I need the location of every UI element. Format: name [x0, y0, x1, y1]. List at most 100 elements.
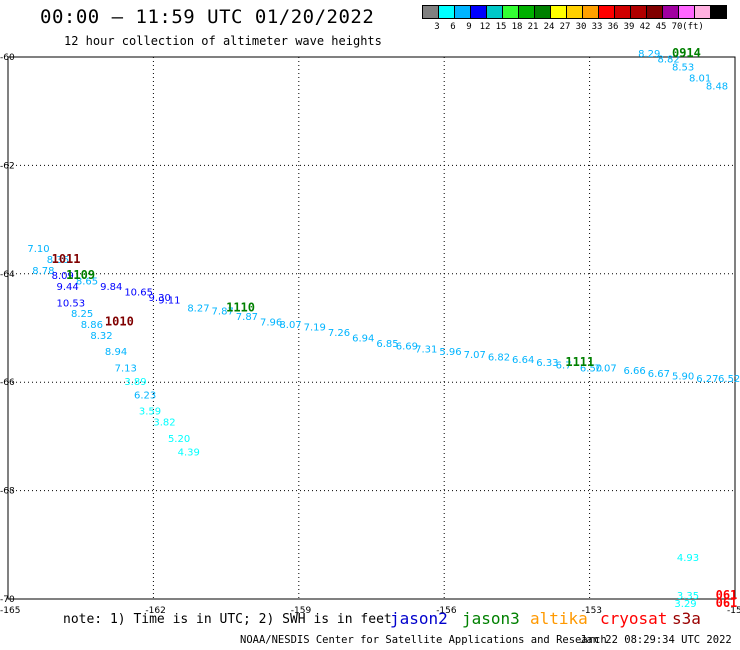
wave-height-value: 8.48	[706, 82, 728, 93]
lon-tick-label: -165	[0, 606, 20, 616]
wave-height-value: 6.52	[718, 374, 740, 385]
scale-label: 12	[479, 22, 491, 32]
scale-label: 30	[575, 22, 587, 32]
wave-height-value: 7.13	[115, 363, 137, 374]
generation-timestamp: Jan 22 08:29:34 UTC 2022	[580, 634, 732, 646]
pass-time-label: 1011	[52, 252, 81, 266]
wave-height-value: 8.36	[47, 255, 69, 266]
scale-label: 21	[527, 22, 539, 32]
wave-height-value: 8.32	[90, 331, 112, 342]
wave-height-value: 9.84	[100, 282, 122, 293]
lat-tick-label: -60	[0, 53, 15, 63]
wave-height-value: 7.87	[212, 306, 234, 317]
wave-height-value: 3.35	[677, 591, 699, 602]
lat-tick-label: -62	[0, 161, 15, 171]
lat-tick-label: -64	[0, 270, 15, 280]
lat-tick-label: -70	[0, 595, 15, 605]
pass-time-label: 1111	[565, 355, 594, 369]
pass-time-label: 1010	[105, 314, 134, 328]
satellite-legend-item: altika	[530, 609, 588, 628]
wave-height-value: 6.33	[536, 358, 558, 369]
wave-height-value: 6.23	[134, 390, 156, 401]
wave-height-value: 6.82	[488, 353, 510, 364]
map-frame	[7, 56, 736, 600]
wave-height-value: 5.96	[439, 347, 461, 358]
wave-height-value: 7.87	[236, 312, 258, 323]
wave-height-value: 7.07	[464, 350, 486, 361]
scale-label: 15	[495, 22, 507, 32]
wave-height-value: 4.39	[178, 447, 200, 458]
wave-height-value: 7.10	[27, 244, 49, 255]
wave-height-value: 9.11	[158, 296, 180, 307]
wave-height-value: 7.31	[415, 344, 437, 355]
wave-height-value: 6.94	[352, 334, 374, 345]
wave-height-value: 8.78	[32, 266, 54, 277]
lon-tick-label: -162	[145, 606, 165, 616]
wave-height-value: 8.86	[81, 320, 103, 331]
wave-height-value: 7.07	[594, 363, 616, 374]
lon-tick-label: -156	[436, 606, 457, 616]
wave-height-value: 5.90	[672, 371, 694, 382]
map-subtitle: 12 hour collection of altimeter wave hei…	[64, 34, 382, 48]
wave-height-value: 10.53	[56, 298, 85, 309]
map-title: 00:00 – 11:59 UTC 01/20/2022	[40, 6, 375, 28]
wave-height-value: 6.27	[696, 374, 718, 385]
wave-height-values: 7.108.368.788.09 8.659.44 9.84 10.659.309.1…	[27, 49, 740, 610]
wave-height-value: 4.93	[677, 553, 699, 564]
lat-lon-grid	[7, 56, 736, 600]
scale-label: 42	[639, 22, 651, 32]
wave-height-value: 6.7	[556, 361, 572, 372]
wave-height-value: 8.09	[52, 271, 74, 282]
wave-height-value: 8.25	[71, 309, 93, 320]
wave-height-value: 8.29	[638, 49, 660, 60]
wave-height-value: 8.07	[279, 320, 301, 331]
satellite-legend-item: cryosat	[600, 609, 668, 628]
wave-height-value: 9.44	[56, 282, 78, 293]
wave-height-value: 8.65	[76, 277, 98, 288]
wave-height-value: 5.20	[168, 434, 190, 445]
scale-unit: (ft)	[682, 22, 704, 32]
wave-height-value: 3.29	[674, 599, 696, 610]
pass-time-label: 061	[716, 588, 738, 602]
scale-label: 39	[623, 22, 635, 32]
scale-label: 27	[559, 22, 571, 32]
scale-label: 33	[591, 22, 603, 32]
wave-height-value: 6.50	[580, 363, 602, 374]
wave-height-value: 3.82	[153, 418, 175, 429]
footer-note: note: 1) Time is in UTC; 2) SWH is in fe…	[63, 612, 392, 627]
lat-tick-label: -66	[0, 378, 15, 388]
lat-tick-label: -68	[0, 487, 15, 497]
satellite-legend-item: jason3	[462, 609, 520, 628]
pass-time-label: 061	[716, 596, 738, 610]
scale-label: 36	[607, 22, 619, 32]
scale-label: 24	[543, 22, 555, 32]
wave-height-value: 6.85	[376, 339, 398, 350]
wave-height-value: 8.82	[657, 54, 679, 65]
wave-height-value: 3.59	[139, 407, 161, 418]
wave-height-value: 8.27	[187, 304, 209, 315]
scale-label: 70	[671, 22, 683, 32]
scale-label: 45	[655, 22, 667, 32]
credit-line: NOAA/NESDIS Center for Satellite Applica…	[240, 634, 607, 646]
axis-labels: -165 -162 -159 -156 -153 -150 -60 -62 -64 -66 -68 -…	[0, 53, 740, 616]
pass-time-label: 1109	[66, 268, 95, 282]
wave-height-value: 9.30	[149, 293, 171, 304]
wave-height-value: 7.26	[328, 328, 350, 339]
scale-label: 18	[511, 22, 523, 32]
wave-height-value: 10.65	[124, 287, 153, 298]
wave-height-value: 8.94	[105, 347, 127, 358]
wave-height-value: 7.19	[304, 323, 326, 334]
pass-time-label: 0914	[672, 46, 701, 60]
scale-swatch	[710, 5, 727, 19]
pass-time-label: 1110	[226, 301, 255, 315]
wave-height-value: 6.67	[648, 369, 670, 380]
lon-tick-label: -153	[582, 606, 602, 616]
wave-height-value: 8.53	[672, 63, 694, 74]
wave-height-value: 7.96	[260, 317, 282, 328]
wave-height-value: 6.66	[624, 366, 646, 377]
satellite-legend-item: jason2	[390, 609, 448, 628]
scale-label: 6	[450, 22, 456, 32]
wave-height-value: 6.64	[512, 355, 534, 366]
